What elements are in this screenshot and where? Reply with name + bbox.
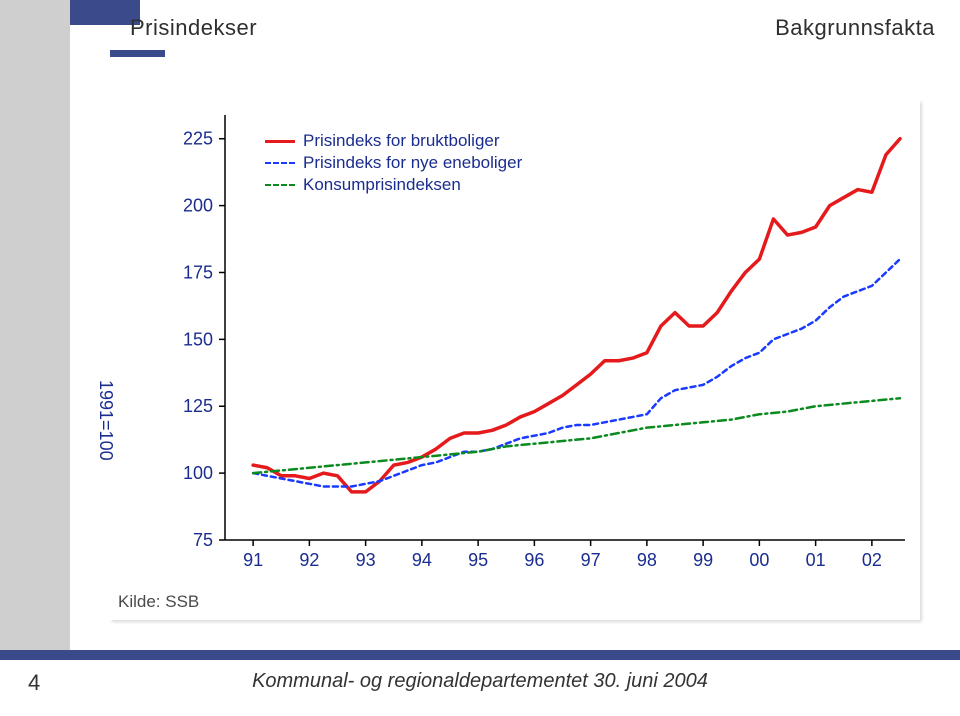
svg-text:00: 00	[749, 550, 769, 570]
svg-text:93: 93	[356, 550, 376, 570]
legend-swatch	[265, 140, 295, 143]
svg-text:95: 95	[468, 550, 488, 570]
sidebar-grey	[0, 0, 70, 650]
title-underline	[110, 50, 165, 57]
footer-bar	[0, 650, 960, 660]
svg-text:97: 97	[581, 550, 601, 570]
svg-text:99: 99	[693, 550, 713, 570]
svg-text:100: 100	[183, 463, 213, 483]
slide-title-right: Bakgrunnsfakta	[775, 15, 935, 41]
slide-title-left: Prisindekser	[130, 15, 257, 41]
legend-label: Prisindeks for bruktboliger	[303, 131, 500, 151]
chart-source: Kilde: SSB	[118, 592, 199, 612]
legend-label: Konsumprisindeksen	[303, 175, 461, 195]
legend-swatch	[265, 184, 295, 186]
legend-item: Prisindeks for bruktboliger	[265, 130, 522, 152]
svg-text:150: 150	[183, 329, 213, 349]
footer-text: Kommunal- og regionaldepartementet 30. j…	[0, 670, 960, 693]
svg-text:175: 175	[183, 262, 213, 282]
svg-text:91: 91	[243, 550, 263, 570]
svg-text:01: 01	[806, 550, 826, 570]
slide: Prisindekser Bakgrunnsfakta 75 100 125 150 1…	[0, 0, 960, 716]
legend-label: Prisindeks for nye eneboliger	[303, 153, 522, 173]
svg-text:75: 75	[193, 530, 213, 550]
svg-text:225: 225	[183, 129, 213, 149]
chart-legend: Prisindeks for bruktboligerPrisindeks fo…	[265, 130, 522, 196]
legend-item: Prisindeks for nye eneboliger	[265, 152, 522, 174]
legend-swatch	[265, 162, 295, 164]
svg-text:94: 94	[412, 550, 432, 570]
svg-text:125: 125	[183, 396, 213, 416]
y-axis-label: 1991=100	[95, 380, 116, 461]
legend-item: Konsumprisindeksen	[265, 174, 522, 196]
chart-panel: 75 100 125 150 175 200 225 91 92 93 94 95 96 97 98 99 00…	[110, 100, 920, 620]
svg-text:98: 98	[637, 550, 657, 570]
svg-text:02: 02	[862, 550, 882, 570]
svg-text:200: 200	[183, 196, 213, 216]
svg-text:96: 96	[524, 550, 544, 570]
svg-text:92: 92	[299, 550, 319, 570]
